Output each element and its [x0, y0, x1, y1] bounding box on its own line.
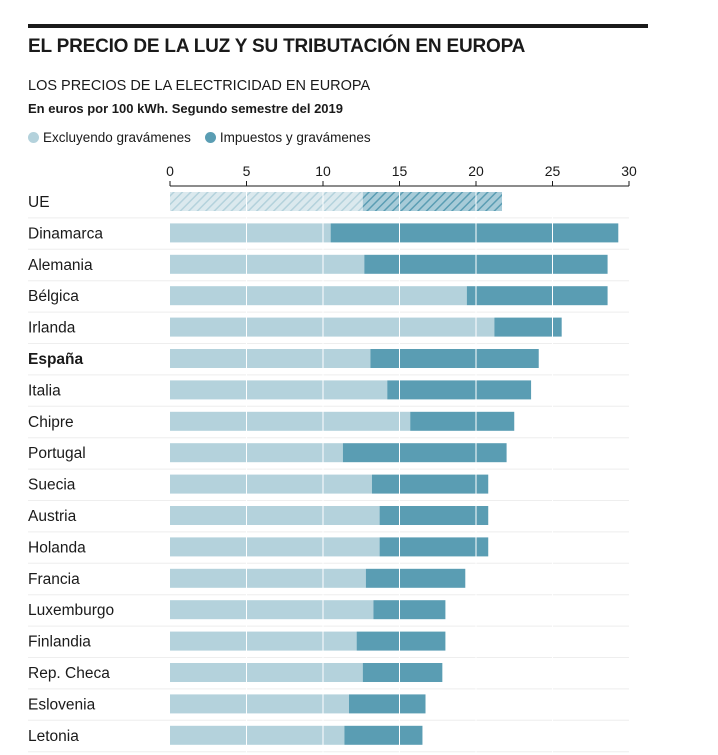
category-label: Austria: [28, 508, 77, 525]
bar-segment-tax: [466, 286, 608, 306]
category-label: Finlandia: [28, 634, 91, 651]
bar-segment-base: [170, 506, 380, 525]
bar-segment-tax: [494, 317, 562, 337]
bar-segment-base: [170, 286, 467, 306]
legend-label-tax: Impuestos y gravámenes: [219, 130, 371, 145]
category-label: Italia: [28, 382, 61, 399]
x-tick-label: 5: [243, 163, 251, 179]
legend-swatch-tax: [204, 132, 216, 143]
bar-segment-base: [170, 694, 350, 714]
x-tick-label: 0: [166, 163, 174, 179]
bar-segment-base: [170, 568, 366, 588]
category-label: Eslovenia: [28, 696, 96, 713]
bar-segment-tax: [349, 694, 426, 714]
bar-segment-base: [170, 443, 343, 463]
bar-segment-tax: [373, 600, 446, 620]
x-tick-label: 15: [392, 163, 408, 179]
bar-segment-tax: [364, 254, 608, 274]
x-tick-label: 25: [545, 163, 561, 179]
bar-segment-tax: [379, 537, 489, 557]
bar-segment-tax: [379, 506, 489, 525]
category-label: Dinamarca: [28, 225, 103, 242]
category-label: Luxemburgo: [28, 602, 114, 619]
chart-title: EL PRECIO DE LA LUZ Y SU TRIBUTACIÓN EN …: [28, 36, 526, 57]
bar-segment-base: [170, 254, 365, 274]
x-tick-label: 30: [621, 163, 637, 179]
category-label: Francia: [28, 571, 80, 588]
bar-segment-base: [170, 192, 363, 211]
category-label: Rep. Checa: [28, 665, 110, 682]
bar-segment-base: [170, 663, 363, 682]
bar-rows: UE Dinamarca Alemania Bélgica Irlanda España I…: [28, 192, 629, 753]
bar-segment-base: [170, 600, 374, 620]
category-label: Alemania: [28, 257, 93, 274]
top-rule: [28, 24, 648, 28]
category-label: Portugal: [28, 445, 86, 462]
bar-segment-base: [170, 349, 371, 368]
x-axis-ticks: 0 5 10 15 20 25 30: [166, 163, 637, 187]
legend: Excluyendo gravámenes Impuestos y gravám…: [28, 130, 385, 145]
gridlines: [246, 191, 553, 755]
bar-segment-base: [170, 725, 345, 745]
category-label: Holanda: [28, 539, 86, 556]
legend-swatch-base: [28, 132, 39, 143]
category-label: UE: [28, 194, 50, 211]
bar-segment-tax: [342, 443, 507, 463]
legend-item-tax: Impuestos y gravámenes: [204, 130, 371, 145]
bar-segment-base: [170, 223, 331, 243]
bar-segment-base: [170, 411, 411, 431]
bar-segment-base: [170, 631, 357, 651]
bar-segment-tax: [370, 349, 539, 368]
legend-label-base: Excluyendo gravámenes: [43, 130, 191, 145]
x-tick-label: 20: [468, 163, 484, 179]
category-label: Irlanda: [28, 320, 76, 337]
bar-segment-base: [170, 537, 380, 557]
bar-segment-tax: [356, 631, 446, 651]
bar-segment-tax: [362, 192, 503, 211]
bar-segment-tax: [330, 223, 619, 243]
legend-item-base: Excluyendo gravámenes: [28, 130, 191, 145]
category-label: Letonia: [28, 728, 79, 745]
bar-segment-base: [170, 317, 495, 337]
bar-segment-tax: [362, 663, 443, 682]
category-label: Chipre: [28, 414, 74, 431]
category-label: España: [28, 351, 84, 368]
chart-units-note: En euros por 100 kWh. Segundo semestre d…: [28, 101, 343, 116]
bar-segment-base: [170, 380, 388, 400]
bar-segment-base: [170, 474, 372, 494]
bar-segment-tax: [365, 568, 466, 588]
bar-segment-tax: [344, 725, 423, 745]
bar-segment-tax: [410, 411, 515, 431]
bar-segment-tax: [387, 380, 532, 400]
bar-segment-tax: [371, 474, 489, 494]
category-label: Bélgica: [28, 288, 79, 305]
chart-subtitle: LOS PRECIOS DE LA ELECTRICIDAD EN EUROPA: [28, 78, 371, 94]
category-label: Suecia: [28, 477, 76, 494]
x-tick-label: 10: [315, 163, 331, 179]
